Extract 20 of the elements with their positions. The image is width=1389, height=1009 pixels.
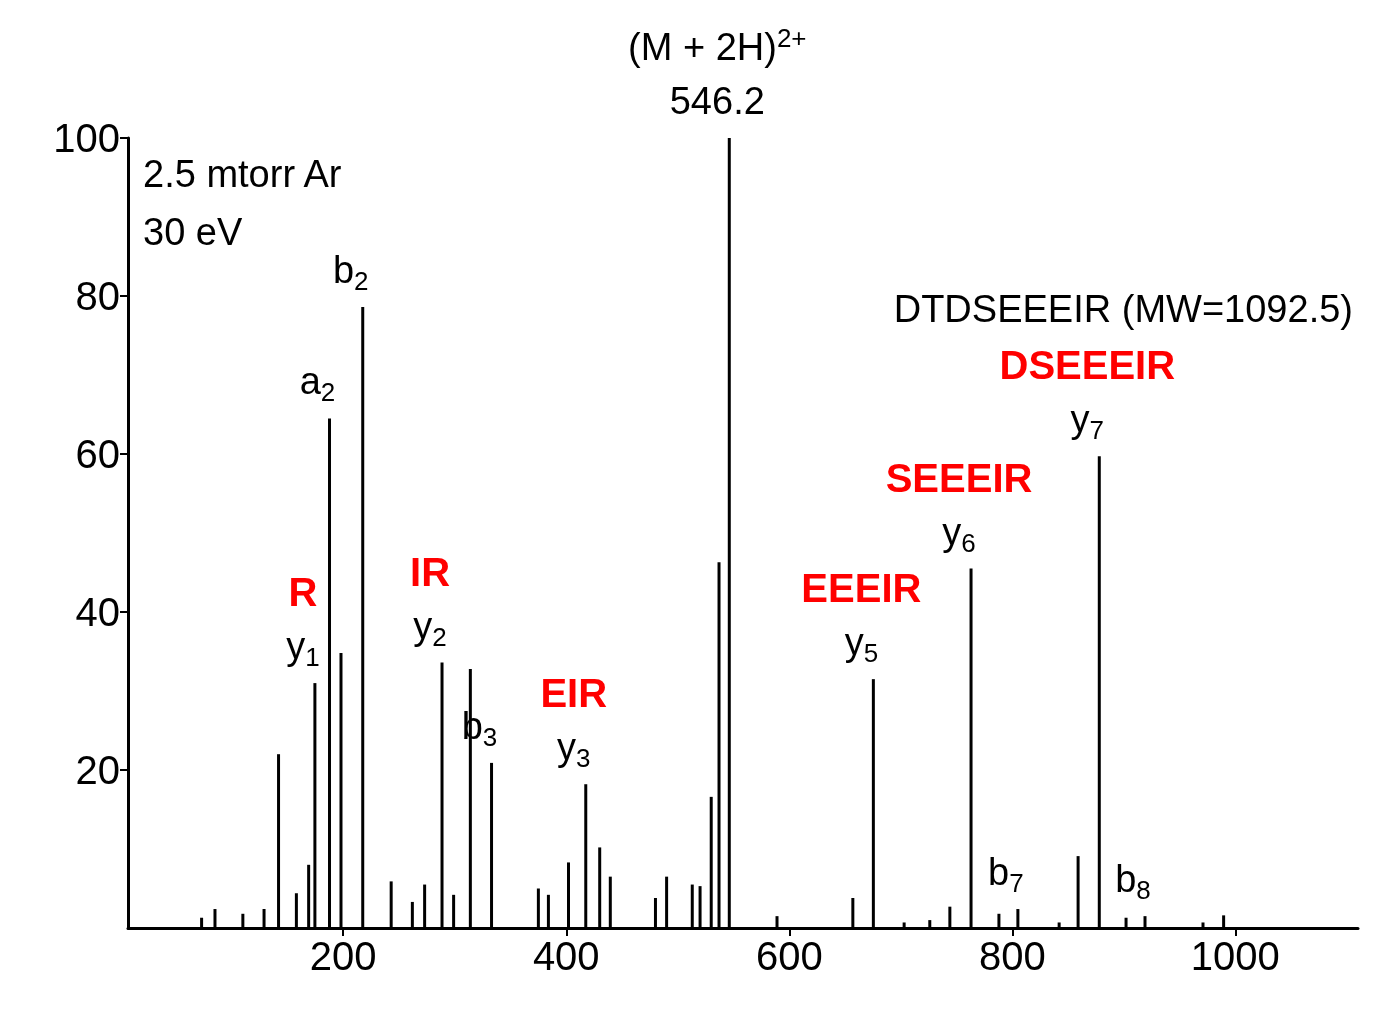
y-tick-label: 80	[75, 274, 120, 318]
annotation: DSEEEIR	[999, 343, 1176, 388]
x-tick-label: 200	[309, 934, 377, 978]
x-tick-label: 400	[532, 934, 600, 978]
annotation: 30 eV	[143, 211, 243, 253]
annotation: EIR	[540, 671, 608, 716]
x-tick-label: 600	[755, 934, 823, 978]
annotation: 546.2	[669, 80, 765, 122]
x-tick-label: 800	[978, 934, 1046, 978]
y-tick-label: 100	[53, 116, 120, 160]
annotation: IR	[410, 549, 451, 594]
annotation: EEEIR	[801, 566, 922, 611]
x-tick-label: 1000	[1190, 934, 1280, 978]
annotation: R	[288, 570, 318, 615]
y-tick-label: 40	[75, 590, 120, 634]
y-tick-label: 20	[75, 748, 120, 792]
annotation: SEEEIR	[885, 455, 1033, 500]
annotation: DTDSEEEIR (MW=1092.5)	[893, 288, 1353, 330]
annotation: 2.5 mtorr Ar	[143, 153, 342, 195]
y-tick-label: 60	[75, 432, 120, 476]
